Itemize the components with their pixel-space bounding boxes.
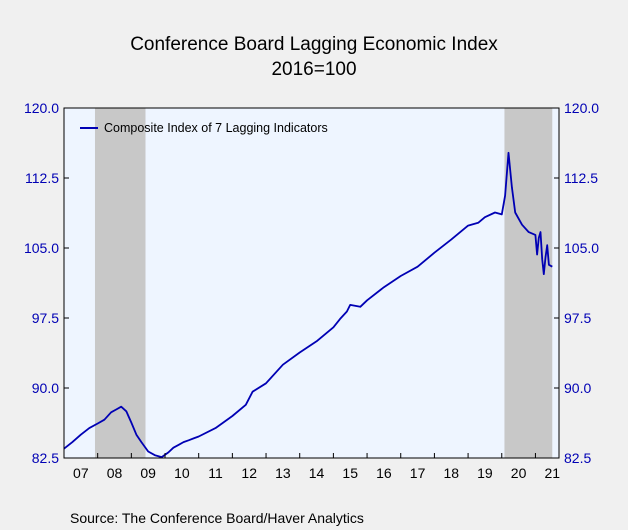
plot-frame: [63, 107, 560, 459]
legend-label: Composite Index of 7 Lagging Indicators: [104, 121, 328, 135]
x-tick-label: 21: [544, 465, 560, 481]
series-layer: [63, 151, 553, 459]
x-tick-label: 13: [275, 465, 291, 481]
y-tick-label-right: 120.0: [564, 100, 599, 116]
x-tick-label: 09: [140, 465, 156, 481]
recession-band-2: [504, 108, 553, 458]
y-tick-label-right: 112.5: [564, 170, 598, 186]
chart-subtitle: 2016=100: [271, 59, 356, 80]
x-tick-label: 19: [477, 465, 493, 481]
axis-ticks: [63, 107, 559, 459]
chart-title: Conference Board Lagging Economic Index: [130, 34, 498, 55]
series-line-1: [63, 151, 553, 459]
x-tick-label: 17: [410, 465, 426, 481]
x-tick-label: 14: [309, 465, 325, 481]
y-axis-right: 82.5 90.0 97.5 105.0 112.5 120.0: [564, 100, 599, 466]
legend: Composite Index of 7 Lagging Indicators: [80, 121, 328, 135]
x-tick-label: 16: [376, 465, 392, 481]
y-tick-label-left: 90.0: [32, 380, 59, 396]
recession-shading: [94, 108, 553, 458]
recession-band-1: [94, 108, 146, 458]
y-axis-left: 82.5 90.0 97.5 105.0 112.5 120.0: [24, 100, 59, 466]
y-tick-label-left: 105.0: [24, 240, 59, 256]
y-tick-label-left: 120.0: [24, 100, 59, 116]
y-tick-label-right: 82.5: [564, 450, 591, 466]
x-tick-label: 10: [174, 465, 190, 481]
x-tick-label: 08: [107, 465, 123, 481]
x-tick-label: 11: [208, 465, 223, 481]
y-tick-label-right: 90.0: [564, 380, 591, 396]
x-tick-label: 20: [511, 465, 527, 481]
x-tick-label: 12: [241, 465, 257, 481]
y-tick-label-left: 97.5: [32, 310, 59, 326]
x-axis: 07 08 09 10 11 12 13 14 15 16 17 18 19 20 21: [73, 465, 560, 481]
x-tick-label: 07: [73, 465, 89, 481]
x-tick-label: 15: [342, 465, 358, 481]
y-tick-label-left: 112.5: [25, 170, 59, 186]
source-note: Source: The Conference Board/Haver Analy…: [70, 510, 364, 526]
y-tick-label-left: 82.5: [32, 450, 59, 466]
y-tick-label-right: 105.0: [564, 240, 599, 256]
x-tick-label: 18: [443, 465, 459, 481]
y-tick-label-right: 97.5: [564, 310, 591, 326]
plot-area: [64, 108, 559, 458]
